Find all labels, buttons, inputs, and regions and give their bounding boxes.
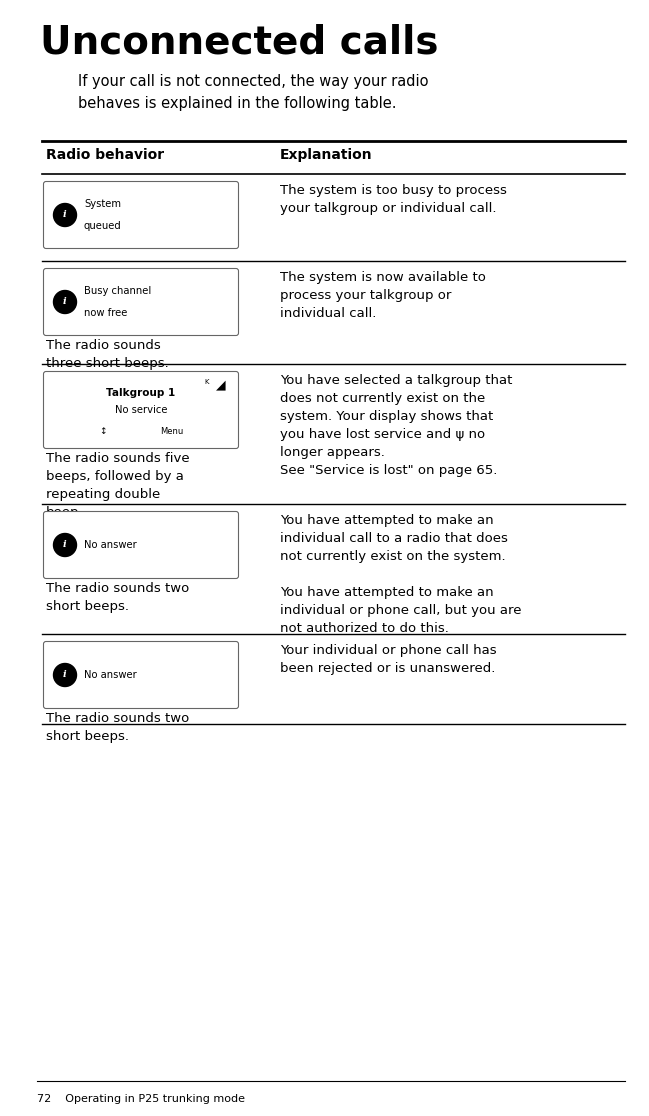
Circle shape — [53, 664, 77, 686]
Text: Unconnected calls: Unconnected calls — [40, 25, 439, 62]
Text: The radio sounds five
beeps, followed by a
repeating double
beep.: The radio sounds five beeps, followed by… — [46, 452, 190, 519]
Text: now free: now free — [84, 308, 127, 318]
Text: The system is now available to
process your talkgroup or
individual call.: The system is now available to process y… — [280, 271, 486, 320]
Text: You have selected a talkgroup that
does not currently exist on the
system. Your : You have selected a talkgroup that does … — [280, 374, 512, 477]
FancyBboxPatch shape — [43, 642, 238, 709]
Text: Radio behavior: Radio behavior — [46, 148, 164, 162]
Text: Menu: Menu — [160, 427, 183, 436]
Text: If your call is not connected, the way your radio
behaves is explained in the fo: If your call is not connected, the way y… — [78, 74, 428, 112]
Text: Explanation: Explanation — [280, 148, 373, 162]
Text: The system is too busy to process
your talkgroup or individual call.: The system is too busy to process your t… — [280, 184, 507, 215]
Text: 72    Operating in P25 trunking mode: 72 Operating in P25 trunking mode — [37, 1094, 245, 1104]
FancyBboxPatch shape — [43, 372, 238, 449]
Text: ↕: ↕ — [99, 427, 106, 436]
Circle shape — [53, 203, 77, 227]
Text: K: K — [204, 379, 208, 385]
Text: ◢: ◢ — [216, 378, 226, 392]
Text: No answer: No answer — [84, 540, 137, 550]
Text: i: i — [63, 210, 67, 219]
Text: Busy channel: Busy channel — [84, 287, 151, 297]
Text: The radio sounds two
short beeps.: The radio sounds two short beeps. — [46, 583, 190, 613]
Text: Talkgroup 1: Talkgroup 1 — [106, 387, 176, 397]
Circle shape — [53, 533, 77, 557]
Text: queued: queued — [84, 221, 122, 231]
Text: No service: No service — [115, 405, 167, 415]
FancyBboxPatch shape — [43, 182, 238, 249]
Text: Your individual or phone call has
been rejected or is unanswered.: Your individual or phone call has been r… — [280, 644, 496, 675]
Text: The radio sounds
three short beeps.: The radio sounds three short beeps. — [46, 339, 169, 371]
Circle shape — [53, 290, 77, 314]
Text: System: System — [84, 200, 121, 210]
Text: The radio sounds two
short beeps.: The radio sounds two short beeps. — [46, 712, 190, 743]
FancyBboxPatch shape — [43, 269, 238, 336]
Text: You have attempted to make an
individual call to a radio that does
not currently: You have attempted to make an individual… — [280, 514, 522, 635]
FancyBboxPatch shape — [43, 511, 238, 578]
Text: i: i — [63, 297, 67, 306]
Text: No answer: No answer — [84, 670, 137, 680]
Text: i: i — [63, 670, 67, 679]
Text: i: i — [63, 540, 67, 549]
